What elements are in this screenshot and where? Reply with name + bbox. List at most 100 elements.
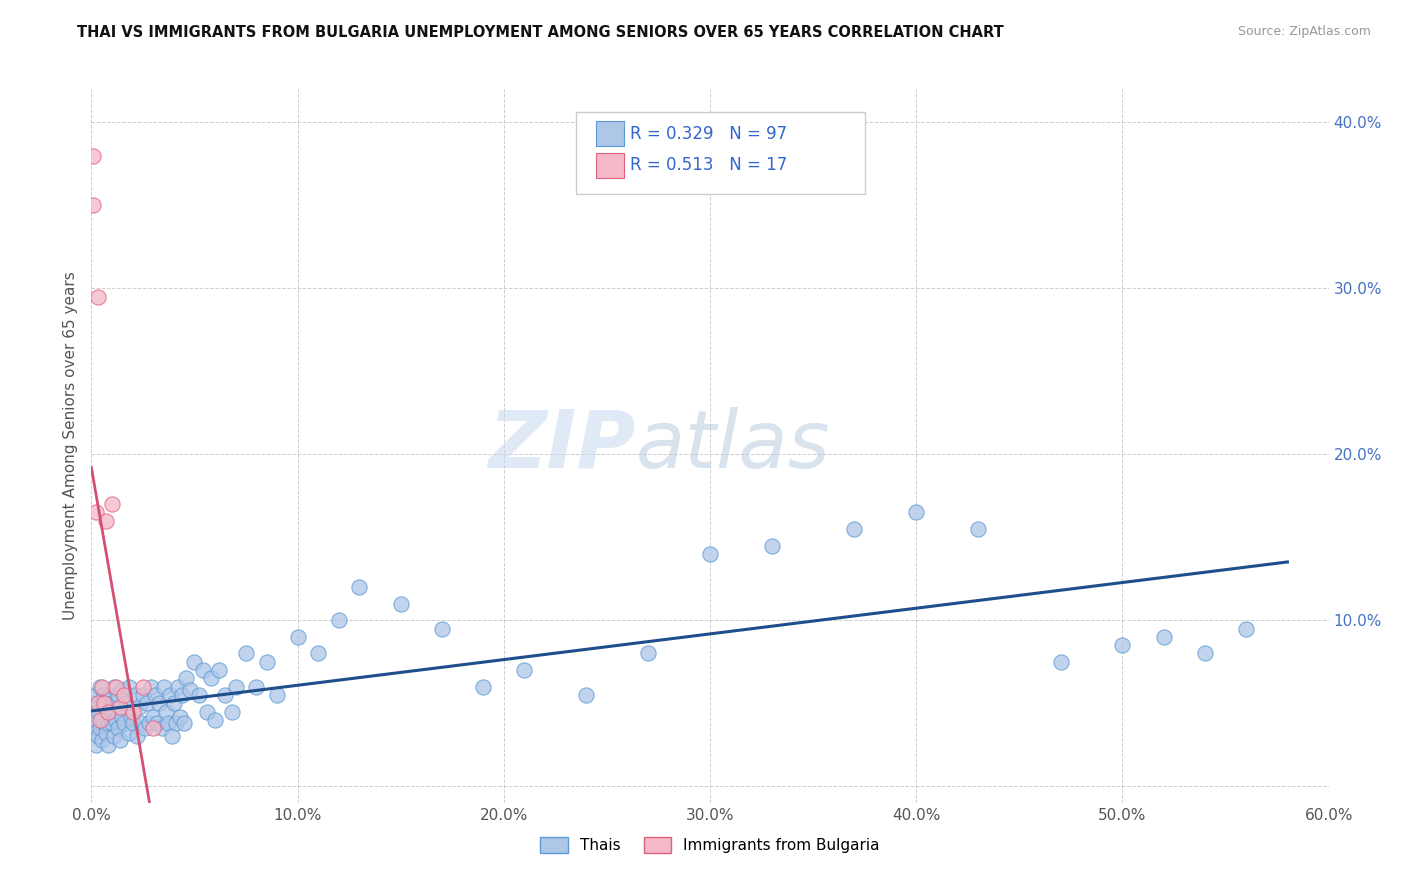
Point — [117, 726, 139, 740]
Point — [146, 716, 169, 731]
Point — [110, 699, 132, 714]
Point — [121, 705, 143, 719]
Text: R = 0.329   N = 97: R = 0.329 N = 97 — [630, 125, 787, 143]
Point — [112, 688, 135, 702]
Point — [117, 680, 139, 694]
Point — [221, 705, 243, 719]
Point — [98, 709, 121, 723]
Point — [105, 713, 128, 727]
Point — [94, 699, 117, 714]
Point — [967, 522, 990, 536]
Point — [699, 547, 721, 561]
Point — [105, 680, 128, 694]
Point — [89, 680, 111, 694]
Point — [84, 688, 107, 702]
Point — [111, 709, 134, 723]
Text: Source: ZipAtlas.com: Source: ZipAtlas.com — [1237, 25, 1371, 38]
Point — [163, 696, 186, 710]
Point — [86, 705, 108, 719]
Point — [107, 688, 129, 702]
Point — [179, 682, 201, 697]
Point — [165, 716, 187, 731]
Point — [174, 671, 197, 685]
Point — [132, 680, 155, 694]
Point — [575, 688, 598, 702]
Point — [101, 716, 124, 731]
Point — [183, 655, 205, 669]
Point — [208, 663, 231, 677]
Point — [1153, 630, 1175, 644]
Point — [121, 716, 143, 731]
Point — [1234, 622, 1257, 636]
Point — [111, 682, 134, 697]
Point — [98, 688, 121, 702]
Point — [256, 655, 278, 669]
Point — [138, 716, 160, 731]
Point — [107, 721, 129, 735]
Point — [1194, 647, 1216, 661]
Point — [472, 680, 495, 694]
Point — [200, 671, 222, 685]
Point — [128, 699, 150, 714]
Point — [103, 730, 125, 744]
Point — [134, 721, 156, 735]
Point — [101, 497, 124, 511]
Legend: Thais, Immigrants from Bulgaria: Thais, Immigrants from Bulgaria — [534, 830, 886, 859]
Point — [124, 688, 146, 702]
Point — [169, 709, 191, 723]
Point — [132, 688, 155, 702]
Point — [90, 680, 112, 694]
Point — [142, 721, 165, 735]
Point — [235, 647, 257, 661]
Point — [97, 738, 120, 752]
Point — [307, 647, 329, 661]
Point — [148, 696, 170, 710]
Point — [172, 688, 194, 702]
Y-axis label: Unemployment Among Seniors over 65 years: Unemployment Among Seniors over 65 years — [62, 272, 77, 620]
Point — [191, 663, 214, 677]
Point — [150, 721, 173, 735]
Point — [120, 709, 142, 723]
Point — [103, 680, 125, 694]
Point — [389, 597, 412, 611]
Point — [84, 505, 107, 519]
Point — [328, 613, 350, 627]
Point — [159, 688, 181, 702]
Point — [287, 630, 309, 644]
Point — [152, 680, 174, 694]
Point — [89, 721, 111, 735]
Point — [173, 716, 195, 731]
Point — [1111, 638, 1133, 652]
Point — [245, 680, 267, 694]
Point — [82, 696, 104, 710]
Point — [1049, 655, 1071, 669]
Point — [214, 688, 236, 702]
Point — [90, 732, 112, 747]
Point — [156, 716, 179, 731]
Point — [82, 721, 104, 735]
Point — [905, 505, 928, 519]
Point — [97, 716, 120, 731]
Point — [349, 580, 371, 594]
Point — [115, 696, 138, 710]
Point — [101, 696, 124, 710]
Point — [90, 713, 112, 727]
Point — [125, 730, 148, 744]
Point — [84, 713, 107, 727]
Point — [187, 688, 209, 702]
Point — [136, 696, 159, 710]
Text: R = 0.513   N = 17: R = 0.513 N = 17 — [630, 156, 787, 174]
Point — [129, 716, 152, 731]
Point — [110, 732, 132, 747]
Point — [266, 688, 288, 702]
Point — [844, 522, 866, 536]
Point — [430, 622, 453, 636]
Point — [97, 705, 120, 719]
Point — [761, 539, 783, 553]
Point — [225, 680, 247, 694]
Point — [82, 148, 104, 162]
Point — [93, 688, 115, 702]
Point — [94, 514, 117, 528]
Point — [86, 696, 108, 710]
Point — [160, 730, 183, 744]
